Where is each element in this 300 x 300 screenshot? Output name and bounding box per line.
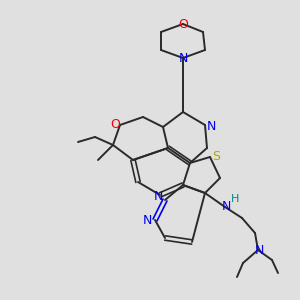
Text: O: O [110, 118, 120, 131]
Text: O: O [178, 17, 188, 31]
Text: N: N [206, 121, 216, 134]
Text: N: N [178, 52, 188, 64]
Text: N: N [221, 200, 231, 214]
Text: H: H [231, 194, 239, 204]
Text: N: N [142, 214, 152, 226]
Text: S: S [212, 151, 220, 164]
Text: N: N [254, 244, 264, 256]
Text: N: N [153, 190, 163, 203]
